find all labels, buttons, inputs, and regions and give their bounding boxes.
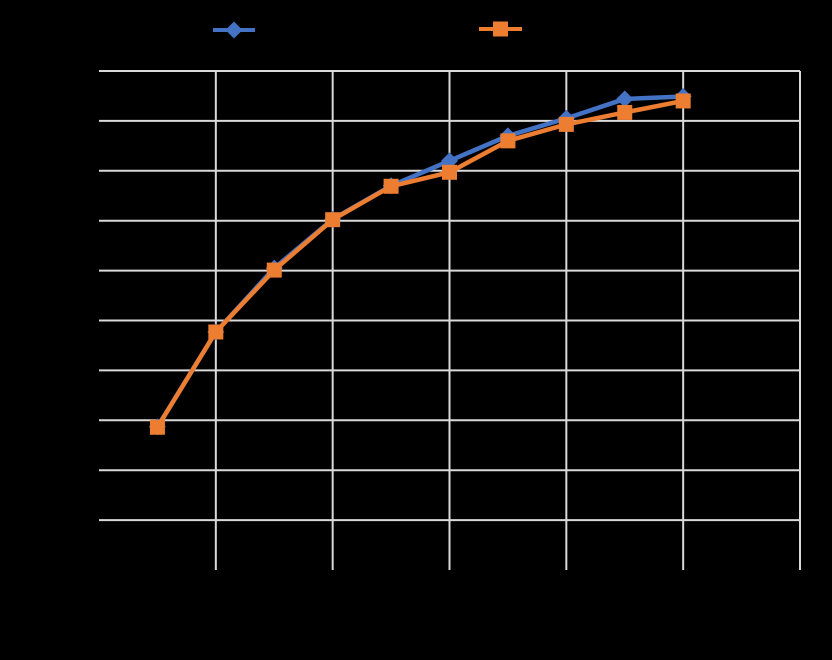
series2-marker [149,419,165,435]
chart-legend [213,21,522,39]
legend-entry-series1 [213,21,255,39]
series2-marker [442,164,457,180]
series2-marker [266,262,282,278]
series1-marker [616,90,634,108]
series2-legend-marker [493,21,508,37]
series2-marker [500,133,516,149]
series2-line [155,98,686,430]
series2-marker [383,178,399,194]
series2-marker [325,212,341,228]
legend-entry-series2 [479,21,522,37]
series2-marker [617,104,633,120]
series2-marker [675,93,691,109]
series1-legend-marker [225,21,243,39]
series1-line [155,94,686,430]
series-layer [148,87,692,436]
series2-marker [208,324,224,340]
gridlines [99,70,801,570]
series2-marker [558,116,574,132]
